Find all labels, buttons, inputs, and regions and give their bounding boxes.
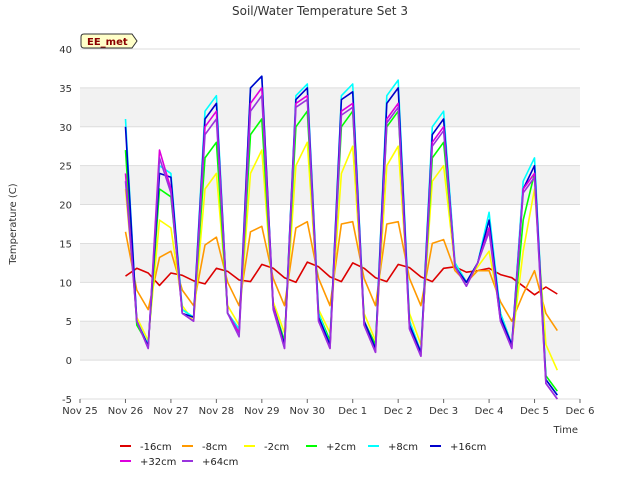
- chart-title: Soil/Water Temperature Set 3: [232, 4, 408, 18]
- grid-band: [80, 165, 580, 205]
- x-tick-label: Nov 30: [290, 406, 325, 417]
- x-tick-label: Nov 26: [108, 406, 143, 417]
- x-tick-label: Dec 1: [338, 406, 367, 417]
- y-tick-label: 20: [59, 201, 72, 212]
- x-axis-ticks: Nov 25 Nov 26 Nov 27 Nov 28 Nov 29 Nov 30 Dec …: [62, 399, 594, 417]
- x-tick-label: Nov 27: [153, 406, 188, 417]
- x-tick-label: Dec 2: [384, 406, 413, 417]
- y-axis-label: Temperature (C): [8, 183, 19, 265]
- series-line-64cm: [124, 94, 558, 400]
- y-tick-label: 5: [66, 317, 72, 328]
- legend-label: +64cm: [202, 457, 238, 468]
- x-tick-label: Dec 3: [429, 406, 458, 417]
- legend-label: -8cm: [202, 442, 227, 453]
- y-tick-label: 40: [59, 45, 72, 56]
- x-tick-label: Nov 25: [62, 406, 97, 417]
- badge-label: EE_met: [87, 37, 128, 48]
- y-tick-label: 0: [66, 356, 72, 367]
- legend-label: -16cm: [140, 442, 172, 453]
- grid-band: [80, 87, 580, 127]
- x-axis-label: Time: [553, 425, 578, 436]
- y-tick-label: 35: [59, 84, 72, 95]
- y-tick-label: 10: [59, 278, 72, 289]
- legend: -16cm -8cm -2cm +2cm +8cm +16cm +32cm +64cm: [120, 442, 486, 468]
- x-tick-label: Nov 29: [244, 406, 279, 417]
- y-tick-label: 15: [59, 239, 72, 250]
- legend-label: +8cm: [388, 442, 418, 453]
- series-lines: [124, 75, 559, 400]
- y-axis-ticks: -5 0 5 10 15 20 25 30 35 40: [59, 45, 72, 406]
- x-tick-label: Dec 6: [566, 406, 595, 417]
- legend-label: +32cm: [140, 457, 176, 468]
- legend-label: +16cm: [450, 442, 486, 453]
- legend-label: +2cm: [326, 442, 356, 453]
- x-tick-label: Nov 28: [199, 406, 234, 417]
- x-tick-label: Dec 4: [475, 406, 504, 417]
- ee-met-badge: EE_met: [80, 33, 138, 49]
- y-tick-label: 25: [59, 162, 72, 173]
- y-tick-label: -5: [62, 395, 72, 406]
- series-line-2cm: [124, 141, 559, 371]
- x-tick-label: Dec 5: [520, 406, 549, 417]
- legend-label: -2cm: [264, 442, 289, 453]
- y-tick-label: 30: [59, 123, 72, 134]
- badge-shape: [80, 33, 138, 49]
